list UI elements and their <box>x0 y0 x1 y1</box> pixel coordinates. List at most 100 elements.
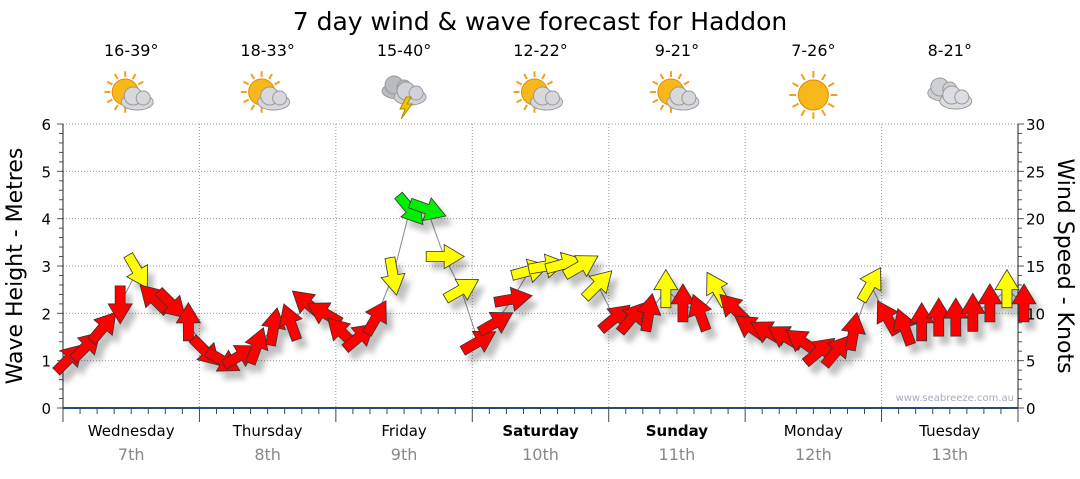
cloud <box>408 85 424 101</box>
sun-ray <box>243 98 250 104</box>
sun-ray <box>792 82 799 88</box>
sun-ray <box>652 98 659 104</box>
wind-arrow <box>154 287 187 319</box>
sun-ray <box>677 73 683 80</box>
temperature-range: 7-26° <box>791 41 835 60</box>
temperature-range: 12-22° <box>513 41 568 60</box>
wind-arrows <box>52 191 1037 376</box>
date-label: 12th <box>795 445 832 464</box>
day-label: Saturday <box>502 422 579 440</box>
sun-ray <box>515 80 523 86</box>
left-tick-label: 6 <box>41 116 51 134</box>
day-label: Sunday <box>646 422 709 440</box>
lightning-bolt <box>399 96 414 120</box>
wind-arrow <box>670 283 696 323</box>
wind-arrow <box>653 268 679 309</box>
sun-ray <box>683 80 690 86</box>
right-tick-label: 10 <box>1026 305 1045 323</box>
sun-ray <box>274 80 281 86</box>
sun-ray <box>137 80 144 86</box>
cloud <box>681 90 697 106</box>
sun-ray <box>800 73 806 81</box>
day-label: Friday <box>381 422 427 440</box>
cloud <box>272 90 288 106</box>
sun-ray <box>523 73 528 80</box>
wind-arrow <box>278 303 303 342</box>
wind-arrow <box>580 270 613 302</box>
sun-ray <box>113 104 119 111</box>
wind-arrow <box>636 292 662 333</box>
sun-ray <box>250 73 256 80</box>
day-label: Monday <box>784 422 843 440</box>
temperature-range: 8-21° <box>928 41 972 60</box>
sun-ray <box>659 73 665 80</box>
temperature-range: 16-39° <box>104 41 159 60</box>
partly-cloudy-icon <box>104 71 154 113</box>
wind-arrow <box>908 302 935 342</box>
wind-arrow <box>442 278 480 304</box>
wind-arrow <box>425 243 465 270</box>
sun-ray <box>827 102 835 108</box>
left-tick-label: 3 <box>41 258 51 276</box>
wind-arrow <box>493 286 533 312</box>
sun-ray <box>243 80 250 86</box>
sun-ray <box>106 98 113 104</box>
wind-arrow <box>994 268 1020 309</box>
cloud <box>135 90 151 106</box>
partly-cloudy-icon <box>240 71 291 113</box>
left-tick-label: 4 <box>41 211 51 229</box>
wind-arrow <box>561 255 599 280</box>
sun-ray <box>827 82 835 88</box>
day-label: Wednesday <box>88 422 175 440</box>
left-axis-label: Wave Height - Metres <box>3 148 28 385</box>
wind-arrow <box>688 293 713 333</box>
day-label: Thursday <box>232 422 303 440</box>
sun-ray <box>546 80 554 86</box>
wind-arrow <box>244 326 269 366</box>
date-label: 8th <box>254 445 281 464</box>
wind-arrow <box>380 256 406 296</box>
watermark: www.seabreeze.com.au <box>896 393 1014 404</box>
sun-ray <box>792 102 799 108</box>
wind-arrow <box>977 283 1003 323</box>
wind-arrow <box>362 300 387 337</box>
wind-arrow <box>123 252 149 289</box>
left-tick-label: 1 <box>41 353 51 371</box>
sun-ray <box>541 73 546 80</box>
temperature-range: 18-33° <box>240 41 295 60</box>
cloud <box>954 89 970 105</box>
sun-ray <box>821 73 827 81</box>
date-label: 13th <box>931 445 968 464</box>
sun-ray <box>800 109 806 117</box>
wind-arrow <box>459 330 497 356</box>
sunny-icon <box>789 71 838 119</box>
storm-icon <box>381 75 427 120</box>
day-label: Tuesday <box>918 422 980 440</box>
wind-arrow <box>943 297 969 337</box>
partly-cloudy-icon <box>650 71 700 113</box>
wind-arrow <box>407 197 447 222</box>
right-tick-label: 30 <box>1026 116 1045 134</box>
wind-arrow <box>856 266 882 304</box>
left-tick-label: 5 <box>41 163 51 181</box>
wind-arrow <box>87 311 117 346</box>
temperature-range: 15-40° <box>377 41 432 60</box>
cloud <box>545 90 560 106</box>
left-tick-label: 2 <box>41 305 51 323</box>
right-tick-label: 0 <box>1026 400 1036 418</box>
sun-ray <box>113 73 119 80</box>
cloudy-icon <box>927 77 973 110</box>
right-tick-label: 5 <box>1026 353 1036 371</box>
chart-title: 7 day wind & wave forecast for Haddon <box>293 7 788 36</box>
right-tick-label: 15 <box>1026 258 1045 276</box>
sun-ray <box>515 98 523 104</box>
date-label: 11th <box>659 445 696 464</box>
date-label: 7th <box>118 445 145 464</box>
sun-ray <box>659 104 665 111</box>
date-label: 10th <box>522 445 559 464</box>
right-tick-label: 25 <box>1026 163 1045 181</box>
right-tick-label: 20 <box>1026 211 1045 229</box>
sun-ray <box>106 80 113 86</box>
partly-cloudy-icon <box>513 71 563 113</box>
